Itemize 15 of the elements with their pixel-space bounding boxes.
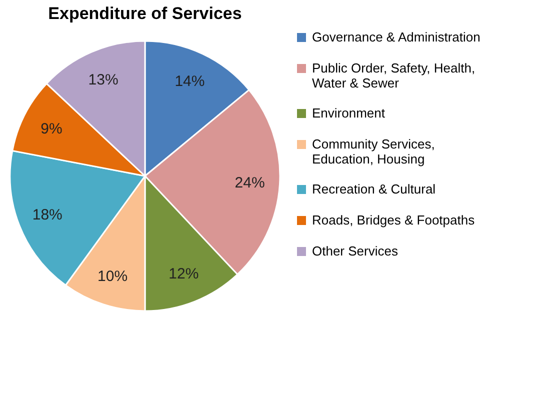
legend-label: Roads, Bridges & Footpaths — [312, 212, 476, 228]
data-label: 10% — [98, 268, 128, 285]
legend-label: Public Order, Safety, Health, Water & Sewer — [312, 60, 476, 90]
data-label: 18% — [32, 206, 62, 224]
chart-title: Expenditure of Services — [48, 4, 242, 23]
legend-label: Other Services — [312, 244, 398, 258]
data-label: 13% — [88, 72, 118, 89]
data-label: 24% — [234, 174, 265, 192]
data-label: 9% — [40, 120, 62, 138]
legend-label: Governance & Administration — [312, 30, 480, 44]
legend-label: Community Services, Education, Housing — [312, 136, 435, 166]
data-label: 14% — [174, 72, 205, 90]
legend-label: Environment — [312, 106, 386, 120]
legend-label: Recreation & Cultural — [312, 182, 436, 196]
data-label: 12% — [168, 266, 199, 283]
